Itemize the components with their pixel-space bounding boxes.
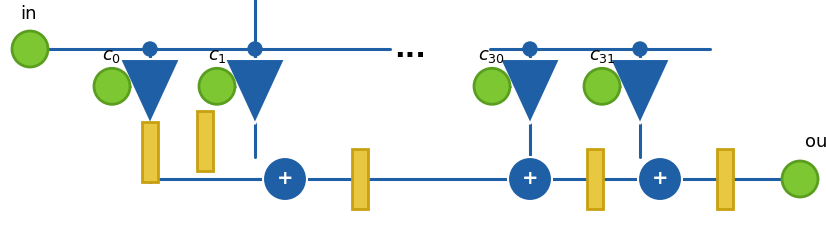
Text: $c_{31}$: $c_{31}$: [589, 47, 615, 65]
Bar: [197, 111, 213, 171]
Polygon shape: [500, 59, 560, 124]
Text: +: +: [277, 169, 293, 189]
Circle shape: [248, 42, 262, 56]
Text: out: out: [805, 133, 826, 151]
Bar: [142, 121, 158, 182]
Text: $c_{1}$: $c_{1}$: [207, 47, 226, 65]
Polygon shape: [225, 59, 285, 124]
Circle shape: [263, 157, 307, 201]
Polygon shape: [120, 59, 180, 124]
Circle shape: [143, 42, 157, 56]
Text: $c_{0}$: $c_{0}$: [102, 47, 121, 65]
Circle shape: [782, 161, 818, 197]
Text: +: +: [652, 169, 668, 189]
Bar: [352, 149, 368, 209]
Circle shape: [12, 31, 48, 67]
Text: +: +: [522, 169, 539, 189]
Circle shape: [523, 42, 537, 56]
Circle shape: [508, 157, 552, 201]
Text: $c_{30}$: $c_{30}$: [478, 47, 506, 65]
Circle shape: [199, 68, 235, 104]
Bar: [587, 149, 603, 209]
Circle shape: [633, 42, 647, 56]
Polygon shape: [610, 59, 670, 124]
Bar: [717, 149, 733, 209]
Circle shape: [94, 68, 130, 104]
Circle shape: [474, 68, 510, 104]
Circle shape: [584, 68, 620, 104]
Circle shape: [638, 157, 682, 201]
Text: ...: ...: [394, 35, 426, 63]
Text: in: in: [20, 5, 36, 23]
